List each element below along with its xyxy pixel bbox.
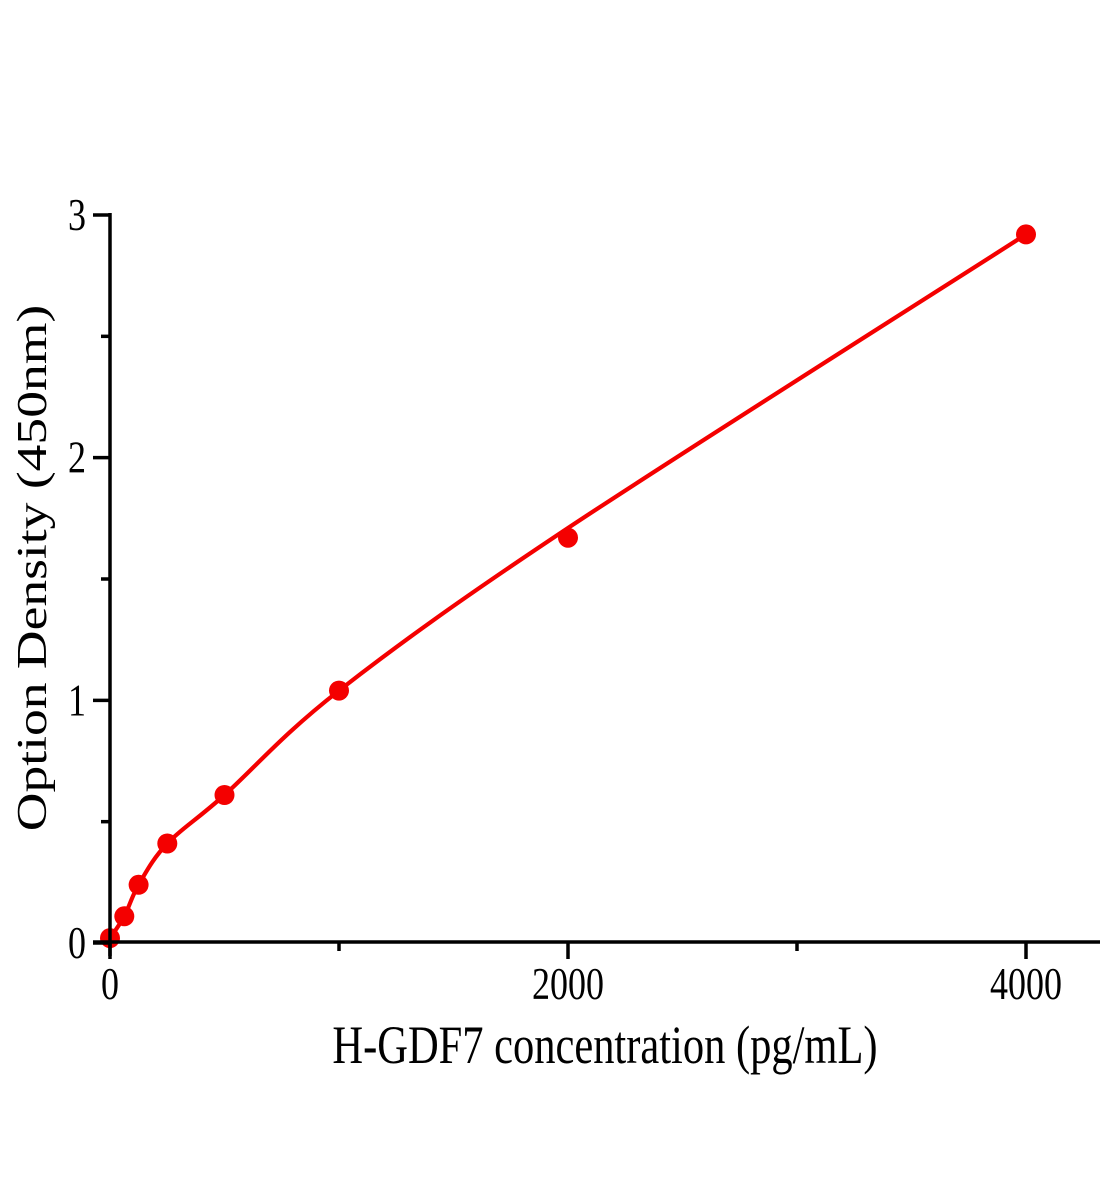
axes-layer xyxy=(93,213,1100,959)
data-point xyxy=(157,833,178,854)
data-point xyxy=(329,680,349,701)
data-point xyxy=(114,906,135,927)
y-axis-title: Option Density (450nm) xyxy=(9,305,56,831)
x-tick-label: 2000 xyxy=(532,959,604,1009)
x-tick-label: 4000 xyxy=(990,959,1062,1009)
data-point xyxy=(214,785,235,805)
y-tick-label: 3 xyxy=(68,190,86,240)
data-point xyxy=(558,527,578,548)
tick-label-layer: 0 2000 4000 0 1 2 3 xyxy=(68,190,1062,1009)
y-tick-label: 0 xyxy=(68,918,86,968)
data-layer xyxy=(100,224,1036,949)
x-axis-title: H-GDF7 concentration (pg/mL) xyxy=(332,1016,877,1075)
data-point xyxy=(1016,224,1036,245)
y-tick-label: 2 xyxy=(68,433,86,483)
x-tick-label: 0 xyxy=(101,959,119,1009)
fit-curve xyxy=(107,232,1029,941)
y-tick-label: 1 xyxy=(68,675,86,725)
data-point xyxy=(128,874,149,895)
